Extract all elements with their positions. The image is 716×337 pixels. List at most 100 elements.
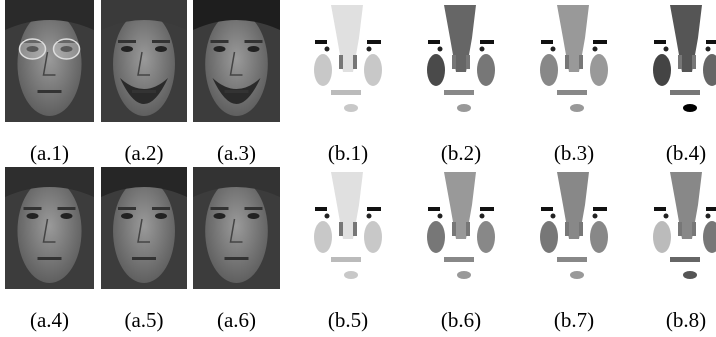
segment-chin xyxy=(570,271,584,279)
segment-forehead-nose xyxy=(670,5,702,72)
face-photo xyxy=(5,0,94,122)
panel-label: (b.6) xyxy=(441,308,481,332)
segment-nose-detail xyxy=(466,222,470,236)
face-photo xyxy=(193,167,280,289)
segment-chin xyxy=(457,271,471,279)
eye xyxy=(214,46,226,52)
segment-eyebrow xyxy=(480,40,494,44)
segment-nose-detail xyxy=(339,222,343,236)
segment-eyebrow xyxy=(706,207,716,211)
segment-eyebrow xyxy=(541,207,553,211)
segment-eye xyxy=(480,214,485,219)
segment-eyebrow xyxy=(706,40,716,44)
segment-mouth xyxy=(331,257,361,262)
segment-cheek xyxy=(703,221,716,253)
eye xyxy=(61,213,73,219)
panel-label: (b.1) xyxy=(328,141,368,165)
segment-eyebrow xyxy=(593,40,607,44)
eye xyxy=(248,213,260,219)
segmentation-map xyxy=(653,172,716,279)
segment-forehead-nose xyxy=(670,172,702,239)
panel-label: (a.5) xyxy=(124,308,163,332)
face-photo xyxy=(5,167,94,289)
mouth xyxy=(38,90,62,93)
segment-nose-detail xyxy=(565,55,569,69)
segment-eyebrow xyxy=(593,207,607,211)
segment-eyebrow xyxy=(315,207,327,211)
eyebrow xyxy=(245,40,263,43)
segment-eye xyxy=(706,47,711,52)
segment-nose-detail xyxy=(692,55,696,69)
segmentation-map xyxy=(540,172,608,279)
mouth xyxy=(225,257,249,260)
eye xyxy=(155,46,167,52)
segment-eyebrow xyxy=(367,40,381,44)
segmentation-map xyxy=(314,172,382,279)
panel-label: (a.3) xyxy=(217,141,256,165)
segment-cheek xyxy=(653,54,671,86)
segment-eye xyxy=(325,47,330,52)
segment-eye xyxy=(480,47,485,52)
eyebrow xyxy=(24,207,42,210)
eye xyxy=(248,46,260,52)
segment-cheek xyxy=(364,54,382,86)
segment-chin xyxy=(457,104,471,112)
segment-cheek xyxy=(703,54,716,86)
segment-mouth xyxy=(670,90,700,95)
glasses-lens xyxy=(20,39,46,59)
segment-nose-detail xyxy=(353,222,357,236)
panel-label: (a.4) xyxy=(30,308,69,332)
eyebrow xyxy=(118,40,136,43)
segment-cheek xyxy=(427,54,445,86)
segment-eye xyxy=(664,214,669,219)
segment-eye xyxy=(325,214,330,219)
segment-cheek xyxy=(653,221,671,253)
segment-eye xyxy=(593,47,598,52)
glasses-lens xyxy=(54,39,80,59)
segment-nose-detail xyxy=(466,55,470,69)
segment-mouth xyxy=(331,90,361,95)
segment-nose-detail xyxy=(579,55,583,69)
segment-eye xyxy=(438,214,443,219)
segment-eyebrow xyxy=(428,40,440,44)
segment-nose-detail xyxy=(339,55,343,69)
eyebrow xyxy=(118,207,136,210)
segment-eye xyxy=(438,47,443,52)
segment-eye xyxy=(551,47,556,52)
segment-eyebrow xyxy=(315,40,327,44)
eyebrow xyxy=(211,40,229,43)
segment-cheek xyxy=(477,221,495,253)
segment-mouth xyxy=(557,257,587,262)
segment-cheek xyxy=(314,221,332,253)
segmentation-map xyxy=(427,172,495,279)
panel-label: (a.6) xyxy=(217,308,256,332)
segment-eyebrow xyxy=(654,207,666,211)
eyebrow xyxy=(245,207,263,210)
face-photo xyxy=(101,0,187,122)
segment-eye xyxy=(551,214,556,219)
segment-forehead-nose xyxy=(444,5,476,72)
mouth xyxy=(225,90,249,93)
segment-chin xyxy=(344,271,358,279)
segment-forehead-nose xyxy=(557,172,589,239)
segment-nose-detail xyxy=(692,222,696,236)
eyebrow xyxy=(152,40,170,43)
segment-eyebrow xyxy=(428,207,440,211)
figure: (a.1)(a.2)(a.3)(b.1)(b.2)(b.3)(b.4)(a.4)… xyxy=(0,0,716,337)
segment-eyebrow xyxy=(480,207,494,211)
segmentation-map xyxy=(427,5,495,112)
segment-eye xyxy=(367,214,372,219)
panel-label: (a.2) xyxy=(124,141,163,165)
mouth xyxy=(38,257,62,260)
segment-eyebrow xyxy=(654,40,666,44)
segment-mouth xyxy=(444,90,474,95)
segment-nose-detail xyxy=(678,222,682,236)
segment-eyebrow xyxy=(541,40,553,44)
segment-nose-detail xyxy=(579,222,583,236)
panel-label: (b.4) xyxy=(666,141,706,165)
segment-eye xyxy=(593,214,598,219)
segment-chin xyxy=(683,271,697,279)
segment-cheek xyxy=(477,54,495,86)
segment-chin xyxy=(683,104,697,112)
eyebrow xyxy=(152,207,170,210)
